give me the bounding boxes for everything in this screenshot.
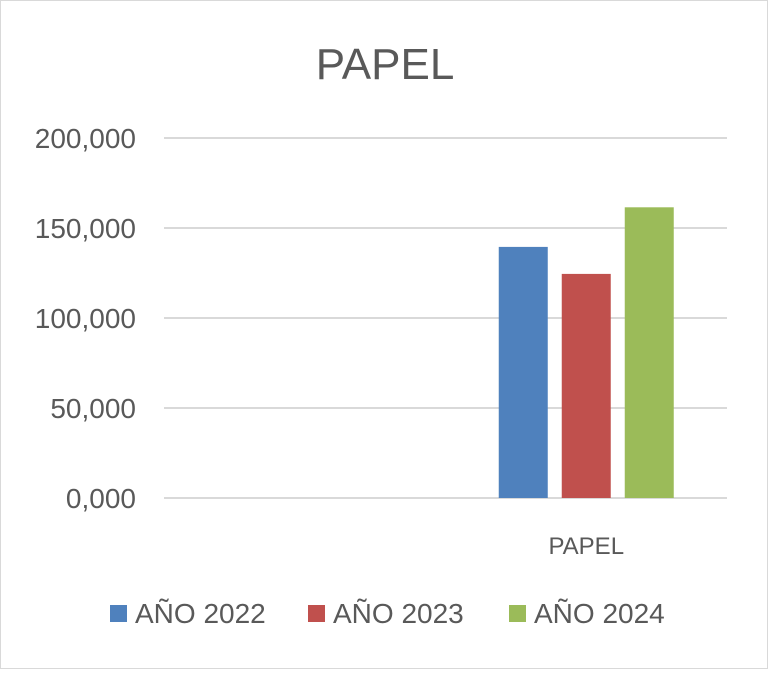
legend-label: AÑO 2023 [333,598,464,629]
legend: AÑO 2022 AÑO 2023 AÑO 2024 [110,598,665,629]
y-tick-label: 150,000 [35,213,136,244]
legend-label: AÑO 2022 [135,598,266,629]
legend-label: AÑO 2024 [534,598,665,629]
bar-año-2022 [498,246,548,498]
bars [498,207,674,499]
x-axis: PAPEL [548,533,624,560]
y-tick-label: 50,000 [50,393,136,424]
y-tick-label: 100,000 [35,303,136,334]
bar-año-2024 [624,207,674,499]
bar-año-2023 [561,273,611,498]
y-tick-label: 200,000 [35,123,136,154]
y-axis: 0,000 50,000 100,000 150,000 200,000 [35,123,136,514]
legend-swatch [110,605,127,622]
chart-title: PAPEL [316,40,455,89]
legend-swatch [308,605,325,622]
x-category-label: PAPEL [548,533,624,560]
y-tick-label: 0,000 [66,483,136,514]
legend-swatch [509,605,526,622]
